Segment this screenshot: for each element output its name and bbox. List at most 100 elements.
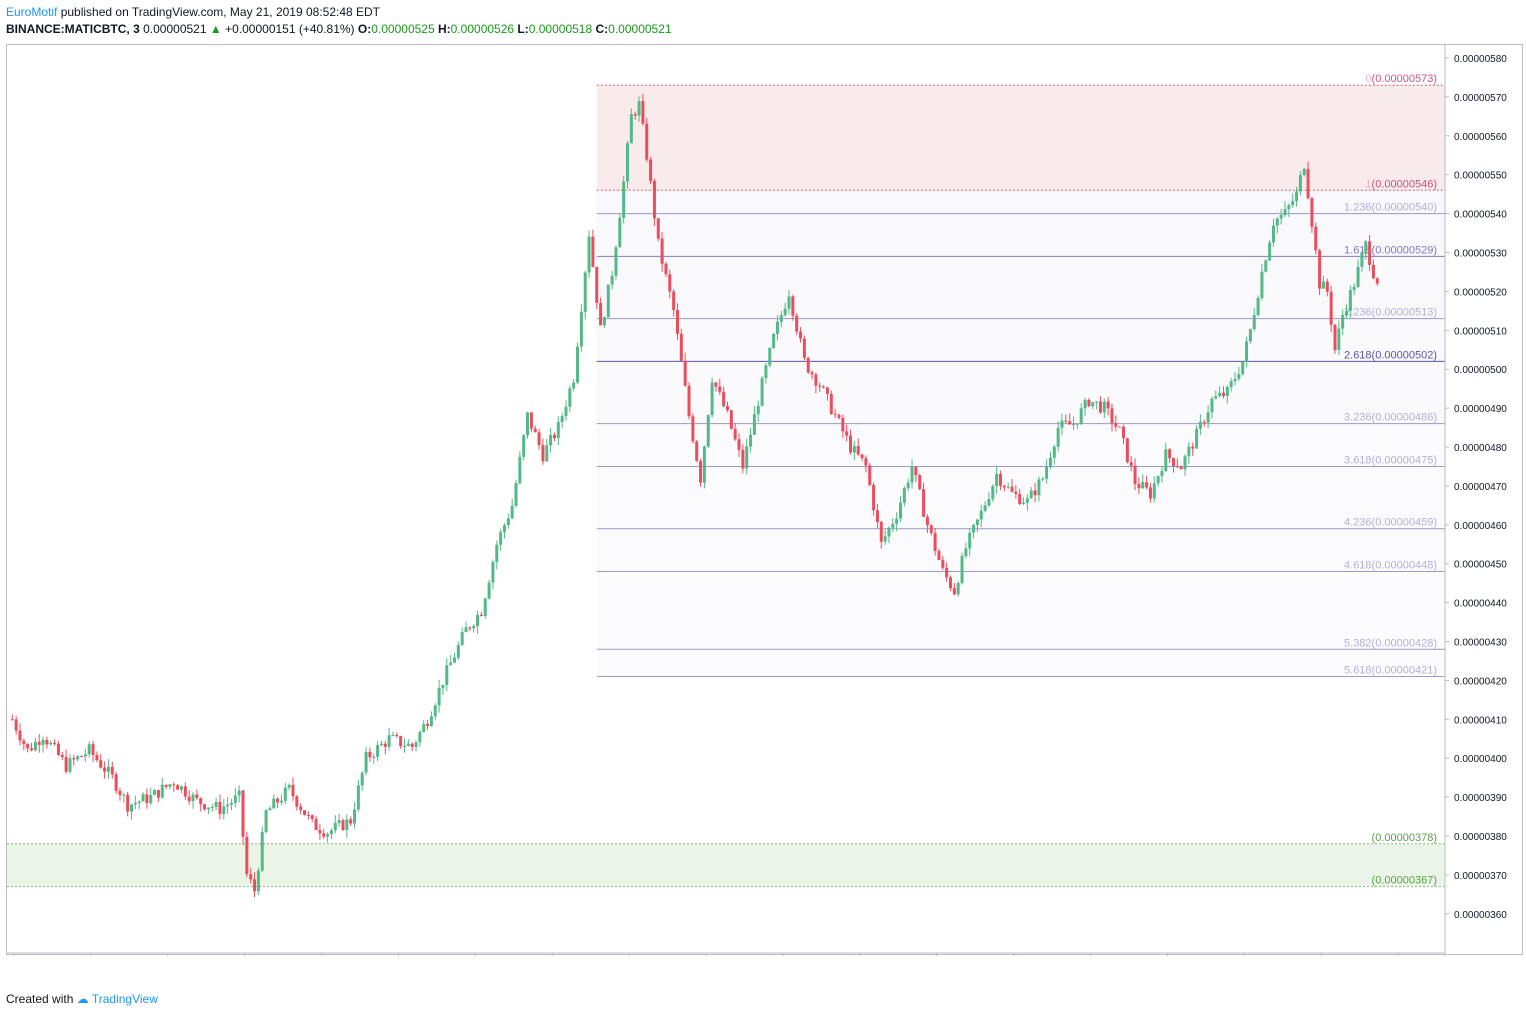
candle-down (998, 474, 1002, 486)
candle-up (637, 101, 641, 116)
candle-up (887, 527, 891, 537)
candle-up (975, 519, 979, 525)
price-tick-label: 0.00000500 (1454, 365, 1507, 376)
price-change: +0.00000151 (+40.81%) (225, 22, 355, 36)
candle-down (1110, 408, 1114, 424)
candle-down (845, 431, 849, 436)
fib-band (596, 361, 1445, 424)
candle-down (687, 385, 691, 417)
candle-up (376, 745, 380, 757)
candle-down (668, 274, 672, 292)
support-label-high: (0.00000378) (1372, 832, 1437, 844)
candle-up (1152, 483, 1156, 499)
candle-down (1068, 421, 1072, 425)
candle-up (83, 754, 87, 757)
candle-up (760, 378, 764, 406)
candle-up (1218, 392, 1222, 397)
candle-up (256, 870, 260, 892)
candle-down (1221, 392, 1225, 397)
candle-down (849, 435, 853, 453)
low-label: L: (517, 22, 529, 36)
high-label: H: (438, 22, 451, 36)
candle-down (1172, 458, 1175, 466)
price-chart[interactable]: (0.00000378)(0.00000367)0(0.00000573)1(0… (7, 45, 1524, 956)
candle-up (510, 505, 514, 519)
candle-up (583, 272, 587, 312)
candle-down (114, 774, 118, 791)
price-tick-label: 0.00000460 (1454, 521, 1507, 532)
candle-down (341, 820, 345, 830)
candle-up (1102, 401, 1106, 413)
candle-up (1271, 225, 1275, 243)
fib-ratio: 1.618 (1344, 244, 1372, 256)
candle-down (1179, 467, 1183, 470)
candle-up (526, 412, 530, 436)
author-link[interactable]: EuroMotif (6, 5, 58, 19)
tradingview-logo-icon[interactable]: ☁ (76, 992, 89, 1006)
candle-down (60, 754, 64, 758)
candle-up (579, 311, 583, 347)
candle-down (533, 428, 537, 433)
fib-level-label: 4.618(0.00000448) (1344, 559, 1437, 571)
fib-ratio: 3.618 (1344, 454, 1372, 466)
candle-up (1195, 428, 1199, 449)
candle-down (791, 296, 795, 316)
price-tick-label: 0.00000470 (1454, 482, 1507, 493)
candle-up (706, 415, 710, 447)
candle-up (1225, 386, 1229, 397)
candle-down (322, 833, 326, 837)
fib-price: (0.00000546) (1372, 178, 1437, 190)
fib-price: (0.00000502) (1372, 349, 1437, 361)
fib-level-label: 3.236(0.00000486) (1344, 412, 1437, 424)
candle-up (629, 114, 633, 144)
candle-down (468, 627, 472, 629)
candle-up (883, 536, 887, 542)
candle-down (948, 577, 952, 589)
tradingview-brand[interactable]: TradingView (91, 992, 158, 1006)
candle-up (1029, 490, 1033, 499)
candle-up (910, 466, 914, 483)
fib-ratio: 4.236 (1344, 517, 1372, 529)
candle-down (856, 446, 860, 455)
fib-level-label: 2.236(0.00000513) (1344, 307, 1437, 319)
fib-band (596, 318, 1445, 362)
chart-frame[interactable]: (0.00000378) (0.00000367) 0(0.00000573) 1(0… (6, 44, 1524, 956)
price-tick-label: 0.00000560 (1454, 132, 1507, 143)
candle-up (460, 632, 464, 645)
candle-down (164, 784, 168, 787)
candle-down (679, 333, 683, 361)
candle-up (518, 456, 522, 484)
candle-up (122, 794, 126, 796)
price-tick-label: 0.00000580 (1454, 54, 1507, 65)
price-tick-label: 0.00000420 (1454, 676, 1507, 687)
candle-down (199, 798, 203, 805)
candle-down (1098, 401, 1102, 413)
candle-up (491, 561, 495, 583)
candle-down (291, 784, 295, 797)
candle-down (1137, 484, 1141, 489)
candle-down (722, 391, 726, 407)
candle-up (153, 790, 157, 795)
candle-up (495, 544, 499, 562)
candle-down (241, 790, 245, 837)
candle-up (1198, 421, 1202, 429)
candle-down (99, 760, 103, 768)
candle-up (210, 806, 214, 808)
candle-down (1314, 226, 1318, 251)
candle-down (1018, 493, 1022, 504)
fib-level-label: 5.618(0.00000421) (1344, 665, 1437, 677)
candle-up (283, 787, 287, 801)
candle-up (1356, 266, 1360, 288)
candle-up (1295, 191, 1299, 202)
candle-up (1337, 328, 1341, 350)
candle-up (337, 820, 341, 823)
candle-down (649, 159, 653, 182)
candle-down (652, 181, 656, 219)
publish-line: EuroMotif published on TradingView.com, … (6, 4, 672, 21)
candle-up (441, 684, 445, 688)
candle-up (449, 662, 453, 666)
candle-down (276, 798, 280, 803)
candle-down (541, 445, 545, 462)
candle-down (860, 454, 864, 459)
candle-down (937, 551, 941, 560)
